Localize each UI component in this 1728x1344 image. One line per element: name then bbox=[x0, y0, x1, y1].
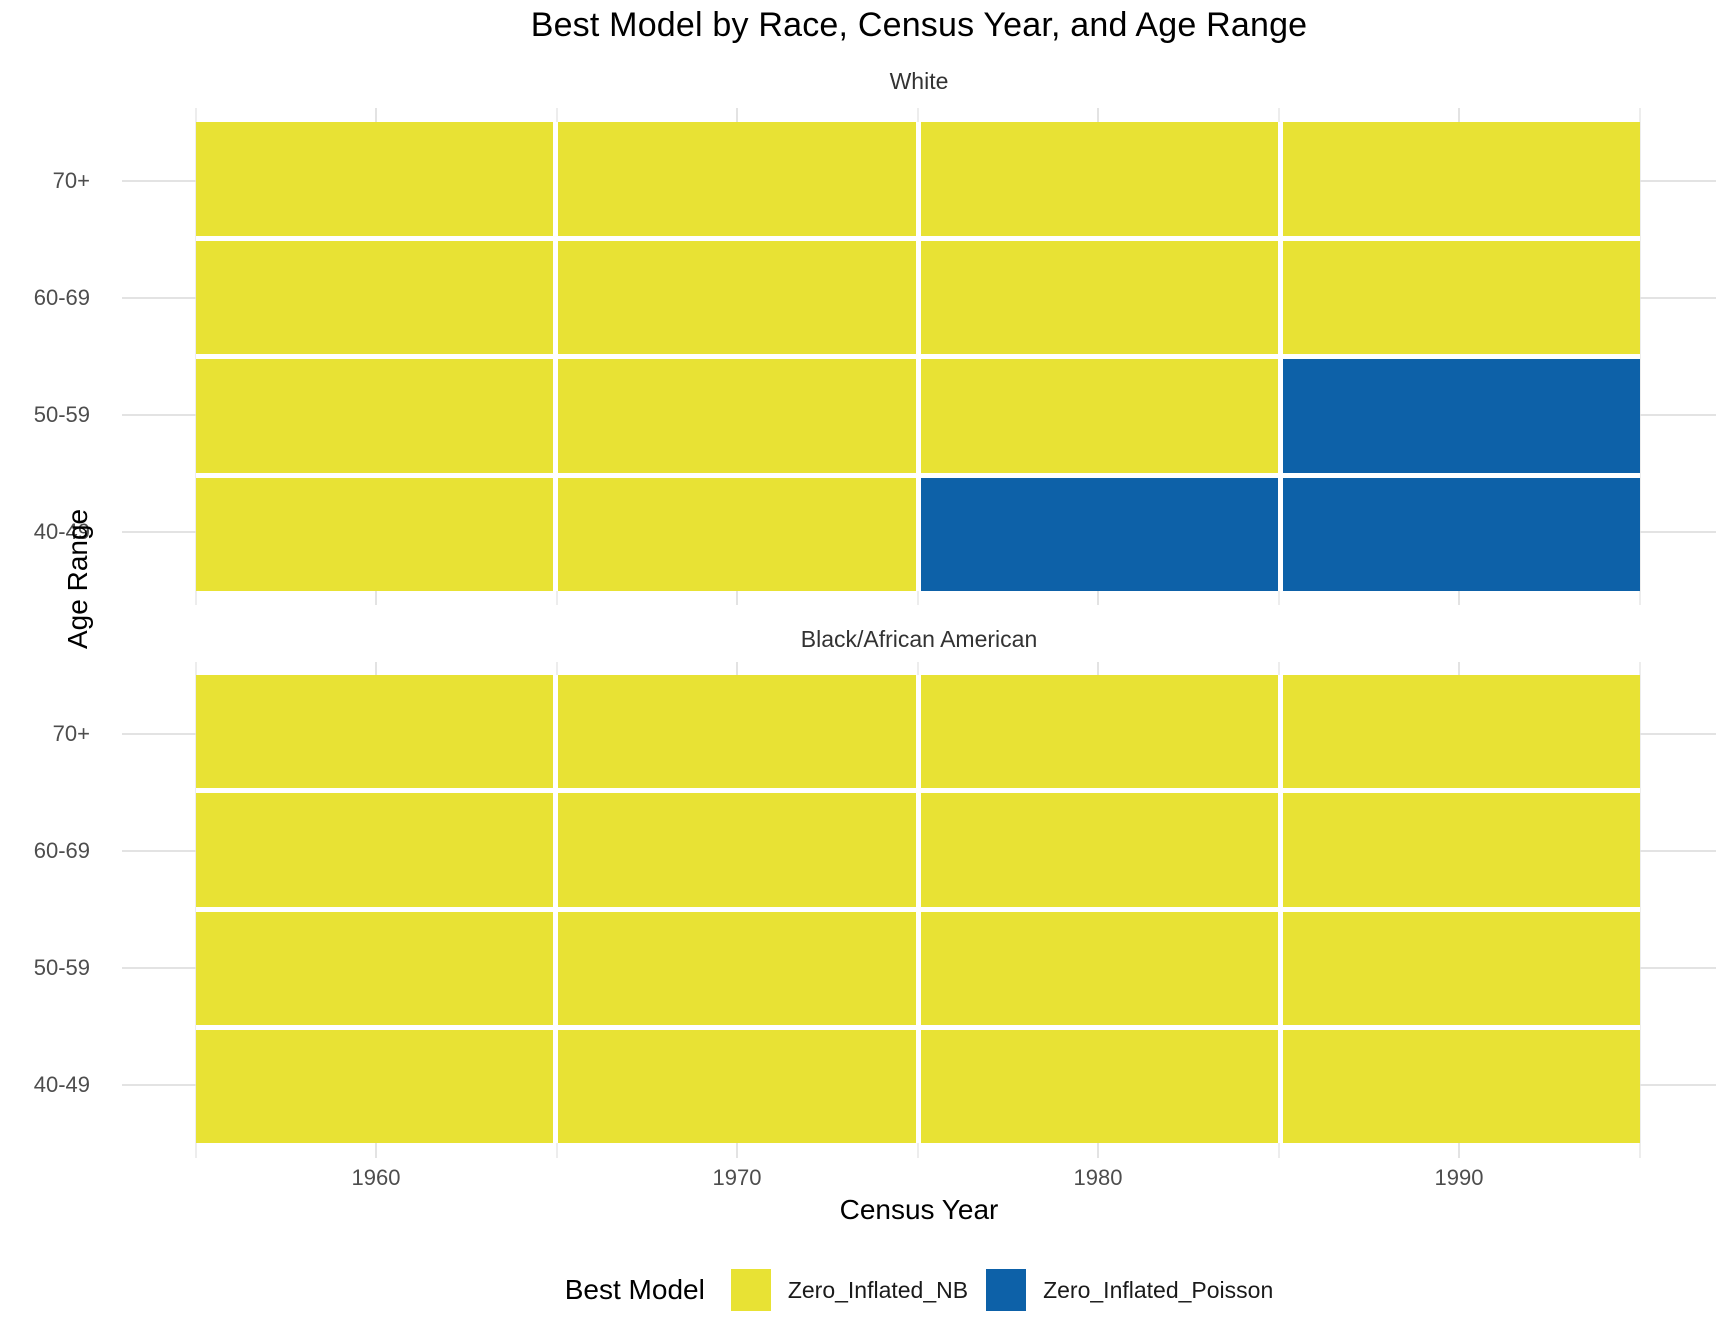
x-tick-label: 1980 bbox=[1073, 1165, 1123, 1190]
y-axis-tick-labels: 70+ 60-69 50-59 40-49 70+ 60-69 50-59 40-49 bbox=[0, 0, 106, 1344]
legend-swatch-icon bbox=[986, 1269, 1027, 1311]
tile bbox=[920, 911, 1278, 1025]
tile bbox=[920, 122, 1278, 236]
tile bbox=[558, 911, 916, 1025]
tile bbox=[1282, 359, 1640, 473]
tile bbox=[196, 911, 554, 1025]
tile bbox=[920, 359, 1278, 473]
facet-strip-white: White bbox=[889, 68, 949, 94]
legend-item-label: Zero_Inflated_Poisson bbox=[1043, 1276, 1274, 1303]
tile bbox=[1282, 477, 1640, 591]
tile bbox=[920, 477, 1278, 591]
tile bbox=[558, 122, 916, 236]
tile bbox=[196, 1029, 554, 1143]
tile bbox=[920, 793, 1278, 907]
y-tick-label: 70+ bbox=[52, 167, 90, 193]
chart-title: Best Model by Race, Census Year, and Age… bbox=[530, 6, 1308, 44]
tile bbox=[1282, 675, 1640, 789]
tile bbox=[196, 477, 554, 591]
tile-grid bbox=[196, 675, 1640, 1143]
facet-strip-black-african-american: Black/African American bbox=[800, 626, 1038, 652]
tile bbox=[558, 477, 916, 591]
x-tick-label: 1970 bbox=[712, 1165, 762, 1190]
tile bbox=[920, 240, 1278, 354]
tile bbox=[1282, 793, 1640, 907]
tile bbox=[920, 675, 1278, 789]
tile bbox=[1282, 1029, 1640, 1143]
tile bbox=[558, 675, 916, 789]
tile bbox=[196, 359, 554, 473]
legend: Best Model Zero_Inflated_NB Zero_Inflate… bbox=[122, 1262, 1716, 1318]
y-tick-label: 50-59 bbox=[33, 402, 90, 428]
tile bbox=[558, 1029, 916, 1143]
legend-swatch-icon bbox=[730, 1269, 771, 1311]
gridline-minor-vertical bbox=[1639, 662, 1641, 1158]
x-axis-title: Census Year bbox=[839, 1194, 999, 1225]
tile bbox=[920, 1029, 1278, 1143]
y-tick-label: 60-69 bbox=[33, 837, 90, 863]
tile-grid bbox=[196, 122, 1640, 591]
legend-item-zero-inflated-poisson: Zero_Inflated_Poisson bbox=[986, 1269, 1273, 1311]
legend-title: Best Model bbox=[564, 1274, 705, 1305]
gridline-minor-vertical bbox=[1639, 108, 1641, 605]
y-axis-title: Age Range bbox=[62, 508, 94, 649]
y-tick-label: 40-49 bbox=[33, 1071, 90, 1097]
tile bbox=[1282, 911, 1640, 1025]
tile bbox=[196, 793, 554, 907]
tile bbox=[196, 122, 554, 236]
tile bbox=[196, 240, 554, 354]
tile bbox=[558, 359, 916, 473]
x-tick-label: 1990 bbox=[1434, 1165, 1484, 1190]
facet-panel-white bbox=[122, 108, 1716, 605]
tile bbox=[558, 793, 916, 907]
y-tick-label: 60-69 bbox=[33, 284, 90, 310]
legend-item-zero-inflated-nb: Zero_Inflated_NB bbox=[730, 1269, 969, 1311]
tile bbox=[558, 240, 916, 354]
y-tick-label: 70+ bbox=[52, 720, 90, 746]
y-tick-label: 50-59 bbox=[33, 954, 90, 980]
y-tick-label: 40-49 bbox=[33, 519, 90, 545]
tile bbox=[1282, 122, 1640, 236]
tile bbox=[196, 675, 554, 789]
facet-panel-black-african-american bbox=[122, 662, 1716, 1158]
legend-item-label: Zero_Inflated_NB bbox=[787, 1276, 969, 1303]
x-tick-label: 1960 bbox=[351, 1165, 401, 1190]
tile bbox=[1282, 240, 1640, 354]
